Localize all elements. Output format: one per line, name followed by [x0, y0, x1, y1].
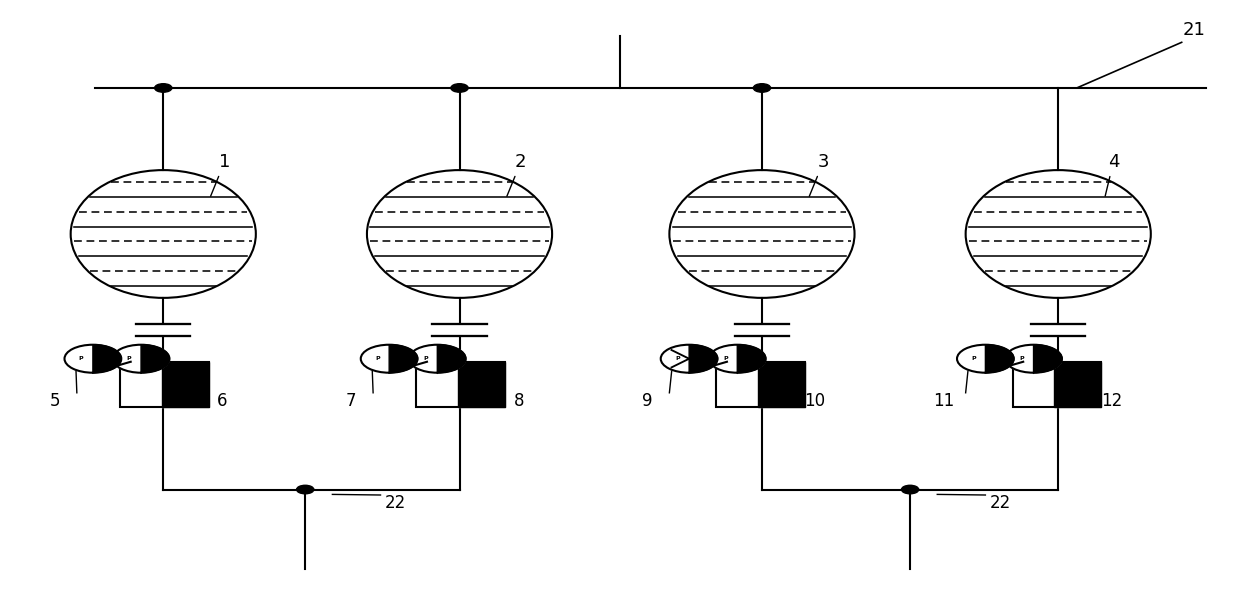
Circle shape: [361, 344, 418, 373]
Text: 8: 8: [513, 392, 525, 410]
Text: 9: 9: [642, 392, 652, 410]
Bar: [758, 362, 805, 408]
Text: 4: 4: [1105, 153, 1120, 196]
Polygon shape: [141, 344, 170, 373]
Circle shape: [409, 344, 466, 373]
Text: 1: 1: [211, 153, 231, 196]
Text: 3: 3: [810, 153, 830, 196]
Polygon shape: [738, 344, 765, 373]
Bar: [417, 362, 505, 408]
Text: 5: 5: [50, 392, 60, 410]
Circle shape: [1006, 344, 1061, 373]
Bar: [417, 362, 505, 408]
Circle shape: [901, 485, 919, 494]
Text: P: P: [78, 356, 83, 361]
Text: P: P: [675, 356, 680, 361]
Polygon shape: [389, 344, 418, 373]
Circle shape: [155, 84, 172, 92]
Text: P: P: [374, 356, 379, 361]
Text: 21: 21: [1183, 21, 1205, 39]
Text: 7: 7: [346, 392, 356, 410]
Text: 11: 11: [932, 392, 954, 410]
Circle shape: [451, 84, 469, 92]
Circle shape: [113, 344, 170, 373]
Bar: [717, 362, 805, 408]
Circle shape: [754, 84, 770, 92]
Circle shape: [296, 485, 314, 494]
Bar: [717, 362, 805, 408]
Bar: [1013, 362, 1101, 408]
Circle shape: [64, 344, 122, 373]
Bar: [458, 362, 505, 408]
Text: P: P: [1019, 356, 1024, 361]
Text: P: P: [971, 356, 976, 361]
Text: 22: 22: [384, 494, 405, 512]
Polygon shape: [1033, 344, 1061, 373]
Polygon shape: [93, 344, 122, 373]
Bar: [120, 362, 208, 408]
Text: 10: 10: [805, 392, 826, 410]
Circle shape: [709, 344, 765, 373]
Bar: [1013, 362, 1101, 408]
Text: 12: 12: [1101, 392, 1122, 410]
Text: P: P: [723, 356, 728, 361]
Text: 6: 6: [217, 392, 228, 410]
Text: P: P: [126, 356, 131, 361]
Bar: [1054, 362, 1101, 408]
Bar: [162, 362, 208, 408]
Text: P: P: [423, 356, 428, 361]
Bar: [120, 362, 208, 408]
Polygon shape: [438, 344, 466, 373]
Circle shape: [957, 344, 1014, 373]
Circle shape: [661, 344, 718, 373]
Text: 22: 22: [990, 494, 1011, 512]
Text: 2: 2: [507, 153, 527, 196]
Polygon shape: [986, 344, 1014, 373]
Polygon shape: [689, 344, 718, 373]
